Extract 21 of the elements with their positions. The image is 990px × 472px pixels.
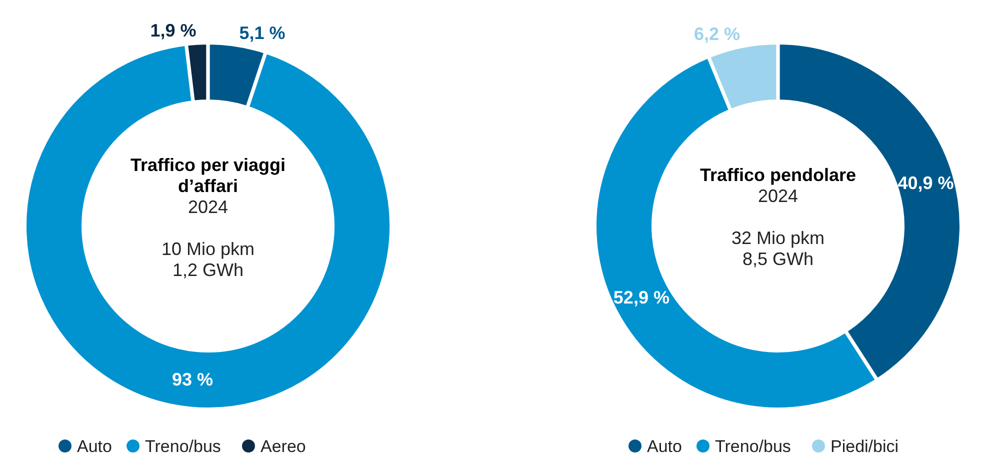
legend-label: Piedi/bici [830, 437, 899, 456]
donut-slice [26, 44, 390, 408]
text: 8,5 GWh [742, 249, 814, 269]
text: 2024 [188, 197, 228, 217]
text: Traffico per viaggi d’affari [130, 155, 286, 196]
data-label: 93 % [172, 370, 214, 390]
data-label: 40,9 % [898, 172, 954, 193]
data-label: 6,2 % [694, 24, 740, 44]
legend-label: Aereo [260, 437, 306, 456]
legend-label: Auto [77, 437, 112, 456]
text: 2024 [758, 186, 798, 206]
legend-label: Treno/bus [715, 437, 791, 456]
text: 32 Mio pkm [731, 228, 825, 248]
text: 1,2 GWh [172, 260, 244, 280]
data-label: 1,9 % [150, 20, 196, 41]
data-label: 5,1 % [239, 22, 286, 43]
data-label: 52,9 % [613, 288, 670, 308]
legend-label: Auto [647, 437, 682, 456]
text: Traffico pendolare [700, 165, 856, 185]
legend-label: Treno/bus [145, 437, 221, 456]
text: 10 Mio pkm [161, 239, 255, 259]
